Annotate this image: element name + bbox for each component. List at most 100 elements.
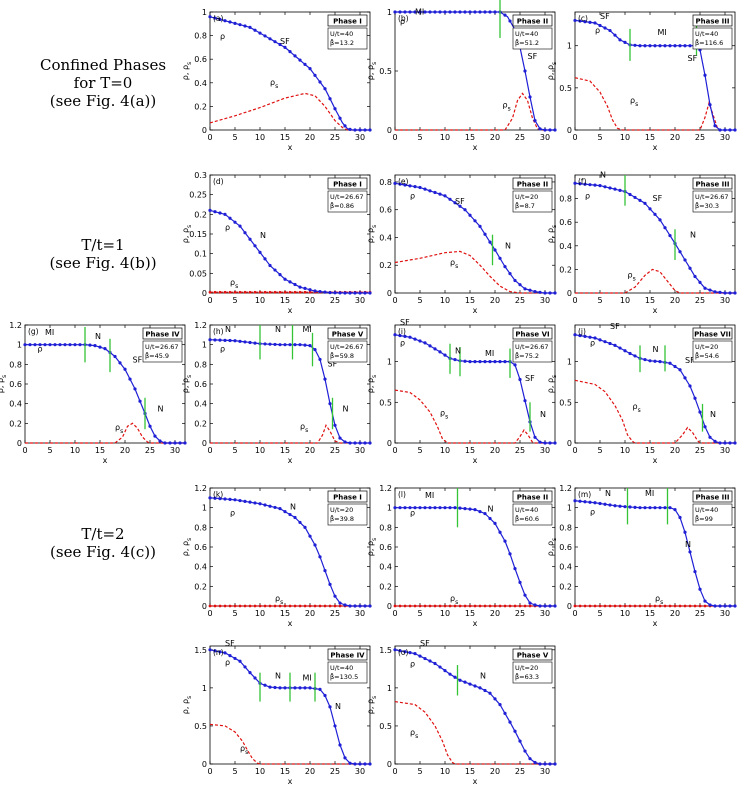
rho-point bbox=[228, 338, 232, 343]
rho-point bbox=[538, 762, 542, 766]
rho-point bbox=[438, 665, 442, 669]
rho-point bbox=[703, 286, 707, 290]
rho-point bbox=[283, 686, 287, 690]
rho-point bbox=[533, 603, 537, 607]
y-axis-label-group: ρ, ρs bbox=[181, 375, 193, 393]
rho-point bbox=[678, 368, 682, 372]
rho-point bbox=[58, 343, 62, 347]
rho-point bbox=[408, 184, 412, 188]
rhos-point bbox=[423, 604, 427, 608]
x-tick-label: 20 bbox=[490, 767, 500, 776]
rho-point bbox=[488, 360, 492, 364]
rho-point bbox=[548, 128, 552, 132]
rho-point bbox=[318, 687, 322, 691]
curve-annotation: MI bbox=[45, 328, 54, 337]
rho-point bbox=[538, 127, 542, 131]
rho-point bbox=[663, 506, 667, 510]
x-tick-label: 30 bbox=[355, 609, 365, 618]
curve-annotation: ρ bbox=[410, 660, 415, 669]
rho-point bbox=[223, 497, 227, 501]
rho-point bbox=[263, 503, 267, 507]
rho-point bbox=[448, 10, 452, 14]
rho-point bbox=[333, 724, 337, 728]
x-tick-label: 15 bbox=[95, 446, 105, 455]
phase-name: Phase II bbox=[517, 181, 548, 189]
rho-point bbox=[328, 402, 332, 406]
rho-point bbox=[138, 399, 142, 403]
plot-frame bbox=[209, 645, 371, 765]
rho-point bbox=[628, 192, 632, 197]
y-tick-label: 0.4 bbox=[194, 79, 207, 88]
rho-point bbox=[423, 506, 427, 510]
rho-point bbox=[278, 42, 282, 47]
y-tick-label: 0.6 bbox=[194, 543, 207, 552]
curve-annotation: ρ bbox=[220, 32, 225, 41]
rho-point bbox=[623, 505, 627, 509]
rho-point bbox=[178, 441, 182, 445]
row-label-t0: Confined Phases for T=0 (see Fig. 4(a)) bbox=[8, 56, 198, 110]
rho-point bbox=[228, 20, 232, 24]
x-tick-label: 0 bbox=[572, 133, 577, 142]
y-tick-label: 0.4 bbox=[194, 400, 207, 409]
param-box bbox=[327, 340, 368, 363]
rhos-point bbox=[498, 604, 502, 608]
rho-point bbox=[303, 525, 307, 529]
y-tick-label: 1 bbox=[202, 8, 207, 17]
rho-point bbox=[338, 436, 342, 440]
y-tick-label: 0.2 bbox=[379, 582, 392, 591]
phase-box bbox=[512, 327, 553, 340]
rho-point bbox=[268, 504, 272, 508]
rho-point bbox=[653, 359, 657, 363]
rho-point bbox=[468, 213, 472, 217]
rho-point bbox=[553, 441, 557, 445]
rho-point bbox=[678, 250, 682, 254]
rhos-point bbox=[648, 604, 652, 608]
x-tick-label: 10 bbox=[440, 296, 450, 305]
rho-point bbox=[688, 266, 692, 270]
plot-frame bbox=[394, 174, 556, 294]
curve-annotation: ρ bbox=[225, 658, 230, 667]
rho-point bbox=[363, 762, 367, 766]
chart-m: 0 5 10 15 20 25 30 0 0.2 0.4 0.6 0.8 1 1.2 x ρ, ρs Nρ MI N… bbox=[546, 484, 737, 628]
rho-point bbox=[508, 552, 512, 556]
chart-k: 0 5 10 15 20 25 30 0 0.2 0.4 0.6 0.8 1 1.2 x ρ, ρs ρ Nρs (… bbox=[181, 484, 372, 628]
x-tick-label: 15 bbox=[465, 296, 475, 305]
rhos-point bbox=[258, 604, 262, 608]
curve-annotation: ρs bbox=[655, 594, 663, 606]
curve-annotation: N bbox=[600, 170, 606, 179]
rho-point bbox=[733, 441, 737, 445]
rhos-point bbox=[468, 604, 472, 608]
rho-point bbox=[283, 510, 287, 514]
rho-point bbox=[598, 184, 602, 188]
rho-point bbox=[283, 343, 287, 347]
x-tick-label: 5 bbox=[47, 446, 52, 455]
rho-point bbox=[353, 762, 357, 766]
rhos-point bbox=[293, 604, 297, 608]
param-beta: β̃=60.6 bbox=[515, 514, 539, 523]
curve-annotation: MI bbox=[415, 7, 424, 16]
phase-name: Phase VII bbox=[694, 331, 731, 339]
rho-point bbox=[498, 703, 502, 707]
rho-point bbox=[518, 377, 522, 382]
rhos-point bbox=[303, 604, 307, 608]
rho-point bbox=[553, 128, 557, 132]
x-tick-label: 25 bbox=[330, 296, 340, 305]
param-u-over-t: U/t=20 bbox=[515, 664, 538, 672]
param-box bbox=[512, 340, 553, 363]
rho-point bbox=[588, 20, 592, 24]
rho-point bbox=[633, 195, 637, 200]
curve-annotation: N bbox=[275, 325, 281, 334]
y-axis-label-group: ρ, ρs bbox=[181, 696, 193, 714]
x-axis-label: x bbox=[473, 777, 478, 786]
panel-label: (o) bbox=[398, 648, 409, 657]
y-tick-label: 1.5 bbox=[194, 646, 207, 655]
rho-point bbox=[273, 505, 277, 510]
y-axis-label-group: ρ, ρs bbox=[181, 225, 193, 243]
rho-point bbox=[683, 258, 687, 262]
param-box bbox=[327, 190, 368, 213]
rho-point bbox=[323, 569, 327, 573]
y-axis-label-group: ρ, ρs bbox=[366, 538, 378, 556]
rhos-point bbox=[653, 604, 657, 608]
rho-point bbox=[298, 520, 302, 525]
